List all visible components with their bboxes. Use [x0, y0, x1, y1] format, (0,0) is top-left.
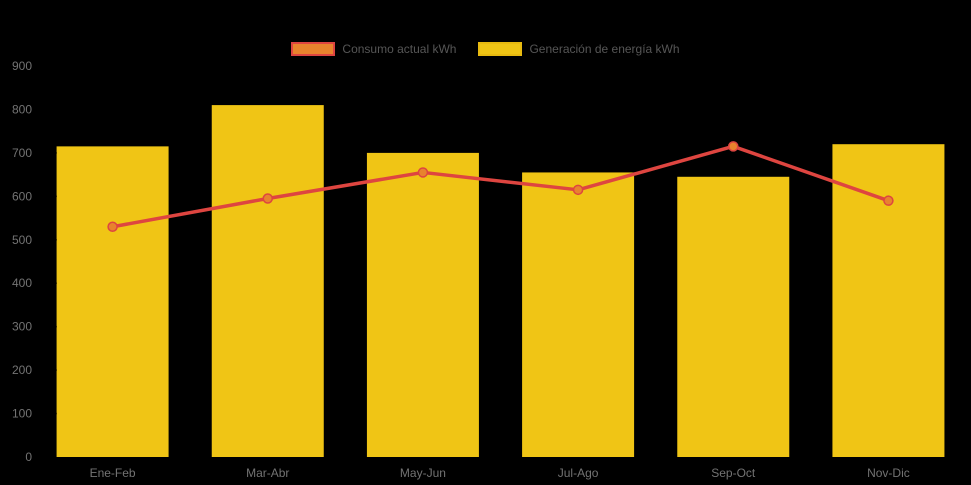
consumption-line: [110, 144, 891, 229]
x-axis-label-Mar-Abr: Mar-Abr: [246, 466, 289, 480]
y-axis-label-500: 500: [12, 233, 32, 247]
x-axis-label-Sep-Oct: Sep-Oct: [711, 466, 756, 480]
bar-Mar-Abr[interactable]: [211, 105, 324, 457]
y-axis-label-100: 100: [12, 407, 32, 421]
bar-Sep-Oct[interactable]: [677, 176, 790, 458]
bar-May-Jun[interactable]: [366, 152, 479, 457]
y-axis-label-400: 400: [12, 276, 32, 290]
line-marker-Mar-Abr[interactable]: [262, 193, 274, 204]
bar-Nov-Dic[interactable]: [832, 144, 945, 457]
bar-Jul-Ago[interactable]: [522, 172, 635, 457]
bar-Ene-Feb[interactable]: [56, 146, 169, 457]
line-marker-May-Jun[interactable]: [417, 167, 429, 178]
line-marker-Nov-Dic[interactable]: [883, 195, 894, 206]
y-axis-label-700: 700: [12, 146, 32, 160]
y-axis-label-300: 300: [12, 320, 32, 334]
x-axis-label-Jul-Ago: Jul-Ago: [558, 466, 599, 480]
line-marker-Sep-Oct[interactable]: [728, 141, 739, 152]
y-axis-label-200: 200: [12, 363, 32, 377]
x-axis-label-May-Jun: May-Jun: [400, 466, 446, 480]
x-axis-label-Ene-Feb: Ene-Feb: [90, 466, 136, 480]
legend-label-generacion: Generación de energía kWh: [529, 42, 680, 56]
legend-label-consumo: Consumo actual kWh: [342, 42, 457, 56]
legend-swatch-generacion-icon: [478, 42, 523, 56]
legend: Consumo actual kWh Generación de energía…: [0, 42, 971, 56]
y-axis-label-0: 0: [25, 450, 32, 464]
legend-item-consumo[interactable]: Consumo actual kWh: [291, 42, 456, 56]
y-axis-label-800: 800: [12, 102, 32, 116]
line-marker-Ene-Feb[interactable]: [107, 221, 118, 232]
line-marker-Jul-Ago[interactable]: [572, 184, 584, 196]
legend-item-generacion[interactable]: Generación de energía kWh: [478, 42, 680, 56]
y-axis-label-600: 600: [12, 189, 32, 203]
y-axis-label-900: 900: [12, 59, 32, 73]
legend-swatch-consumo-icon: [291, 42, 336, 56]
x-axis-label-Nov-Dic: Nov-Dic: [867, 466, 910, 480]
